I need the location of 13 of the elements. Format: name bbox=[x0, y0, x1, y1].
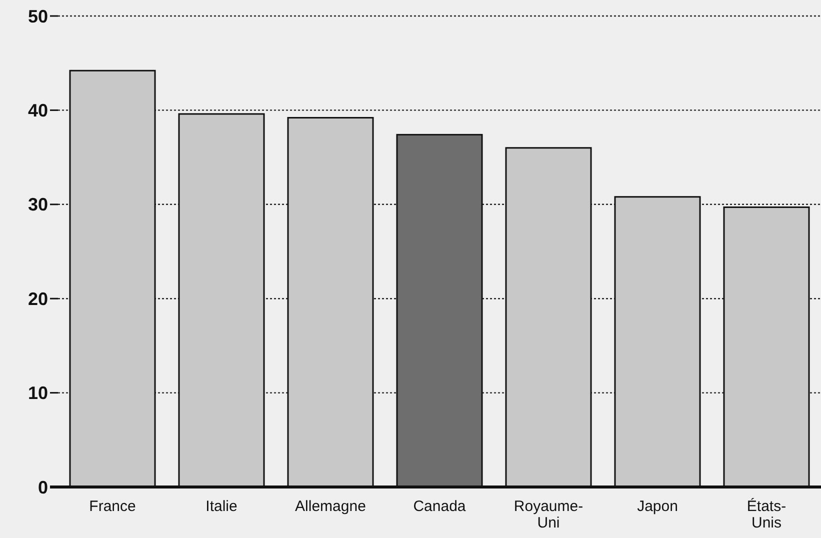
y-tick-label: 30 bbox=[28, 194, 48, 215]
x-tick-label: Italie bbox=[206, 498, 238, 515]
y-tick-label: 50 bbox=[28, 6, 48, 26]
y-tick-label: 40 bbox=[28, 100, 48, 120]
x-tick-label: Japon bbox=[637, 498, 678, 515]
y-tick-label: 0 bbox=[38, 477, 48, 498]
y-tick-label: 10 bbox=[28, 383, 48, 404]
x-tick-label: États-Unis bbox=[746, 497, 786, 532]
x-tick-label: Royaume-Uni bbox=[514, 498, 584, 532]
x-tick-label: Allemagne bbox=[295, 498, 366, 515]
y-tick-label: 20 bbox=[28, 288, 48, 309]
x-tick-label: France bbox=[89, 498, 136, 515]
x-tick-label: Canada bbox=[413, 498, 466, 515]
